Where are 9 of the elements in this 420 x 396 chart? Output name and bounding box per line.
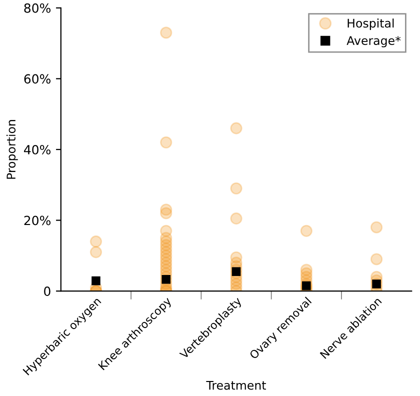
y-tick-label: 0 — [44, 286, 50, 296]
x-axis-title: Treatment — [206, 380, 266, 390]
y-tick-label: 40% — [24, 144, 50, 154]
legend-label: Average* — [346, 36, 401, 48]
y-tick-label: 80% — [24, 3, 50, 13]
y-tick-label: 20% — [24, 216, 50, 226]
y-tick-label: 60% — [24, 74, 50, 84]
legend-label: Hospital — [348, 18, 394, 30]
y-axis-title: Proportion — [6, 120, 18, 179]
